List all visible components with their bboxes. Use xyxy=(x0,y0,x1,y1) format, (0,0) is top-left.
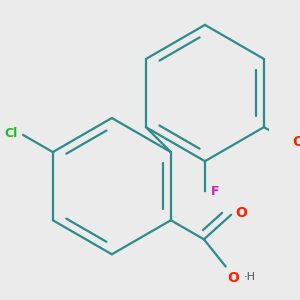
Text: O: O xyxy=(235,206,247,220)
Text: F: F xyxy=(210,185,219,198)
Text: O: O xyxy=(293,135,300,149)
Text: Cl: Cl xyxy=(4,127,18,140)
Text: ·H: ·H xyxy=(243,272,255,282)
Text: O: O xyxy=(227,271,239,285)
